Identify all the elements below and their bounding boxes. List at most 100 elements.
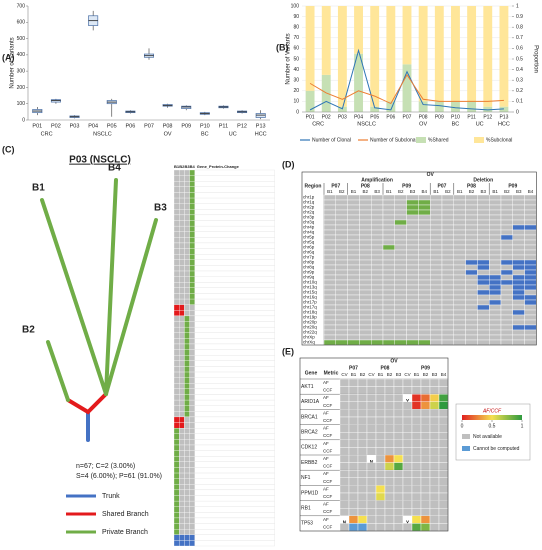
mut-cell [348, 439, 359, 448]
cnv-cell [489, 194, 502, 201]
cnv-cell [359, 214, 372, 221]
matrix-cell [173, 444, 180, 451]
matrix-cell [184, 534, 190, 541]
cnv-cell [441, 299, 455, 306]
mut-cell [384, 401, 395, 410]
mut-cell [429, 447, 440, 456]
matrix-cell [179, 534, 185, 541]
cnv-cell [394, 314, 407, 321]
cnv-cell [524, 234, 537, 241]
matrix-cell [173, 197, 180, 204]
mut-cell [375, 447, 386, 456]
cnv-cell [371, 319, 384, 326]
cnv-cell [500, 214, 514, 221]
bar [434, 6, 444, 102]
cnv-cell [394, 299, 407, 306]
metric: AF [323, 380, 329, 385]
mut-cell [429, 470, 440, 479]
gene-cell [194, 500, 275, 507]
cnv-cell [512, 319, 525, 326]
bar [467, 6, 477, 102]
cnv-cell [323, 319, 337, 326]
cnv-cell [477, 299, 490, 306]
matrix-cell [179, 416, 185, 423]
cnv-cell [335, 314, 348, 321]
cnv-cell [359, 279, 372, 286]
cnv-cell [382, 264, 396, 271]
matrix-cell [184, 270, 190, 277]
cnv-cell [524, 274, 537, 281]
cnv-cell [359, 194, 372, 201]
gene-cell [194, 169, 275, 176]
cnv-cell [465, 294, 478, 301]
mut-cell [438, 378, 449, 387]
gene-cell [194, 371, 275, 378]
cnv-cell [477, 194, 490, 201]
mut-cell [393, 470, 404, 479]
cnv-cell [489, 214, 502, 221]
panel-label: (D) [282, 159, 295, 169]
matrix-cell [184, 181, 190, 187]
matrix-cell [189, 248, 195, 255]
cnv-cell [335, 199, 348, 206]
cnv-cell [382, 274, 396, 281]
cnv-cell [489, 269, 502, 276]
cnv-cell [477, 284, 490, 291]
legend-label: Shared Branch [102, 511, 149, 518]
cnv-cell [347, 199, 360, 206]
col-label: B4 [441, 372, 447, 377]
cnv-cell [441, 239, 455, 246]
matrix-cell [179, 444, 185, 451]
mut-cell [348, 462, 359, 471]
mut-cell [339, 416, 350, 425]
matrix-cell [184, 489, 190, 496]
cnv-cell [418, 249, 431, 256]
cnv-cell [371, 309, 384, 316]
mut-cell [348, 432, 359, 441]
matrix-cell [173, 500, 180, 507]
mut-cell [438, 500, 449, 509]
matrix-cell [179, 427, 185, 434]
mut-cell [420, 462, 431, 471]
matrix-cell [173, 265, 180, 272]
cnv-cell [406, 329, 419, 336]
matrix-cell [189, 411, 195, 418]
cnv-cell [406, 204, 419, 211]
matrix-cell [184, 444, 190, 451]
mut-cell [402, 386, 413, 395]
mut-cell [339, 401, 350, 410]
cnv-cell [477, 224, 490, 231]
cnv-cell [359, 309, 372, 316]
matrix-cell [189, 484, 195, 491]
matrix-cell [173, 220, 180, 227]
cnv-cell [418, 209, 431, 216]
gene-cell [194, 360, 275, 367]
cnv-cell [406, 254, 419, 261]
cnv-cell [465, 264, 478, 271]
mut-cell [411, 378, 422, 387]
bar [386, 101, 396, 112]
cnv-cell [500, 244, 514, 251]
matrix-cell [179, 366, 185, 373]
cnv-cell [406, 234, 419, 241]
matrix-cell [179, 517, 185, 524]
cnv-cell [465, 199, 478, 206]
bar [321, 6, 331, 75]
matrix-cell [179, 489, 185, 496]
region-label: Region [305, 183, 322, 189]
matrix-cell [184, 371, 190, 378]
metric: AF [323, 441, 329, 446]
cnv-cell [453, 329, 466, 336]
mut-cell [402, 401, 413, 410]
x-tick-label: P12 [483, 114, 492, 120]
bar [305, 90, 315, 112]
matrix-cell [184, 416, 190, 423]
line [309, 73, 504, 105]
cnv-cell [524, 239, 537, 246]
mut-cell [375, 378, 386, 387]
mut-cell [384, 500, 395, 509]
gene-cell [194, 517, 275, 524]
mut-cell [348, 424, 359, 433]
matrix-cell [189, 287, 195, 294]
matrix-cell [179, 298, 185, 305]
